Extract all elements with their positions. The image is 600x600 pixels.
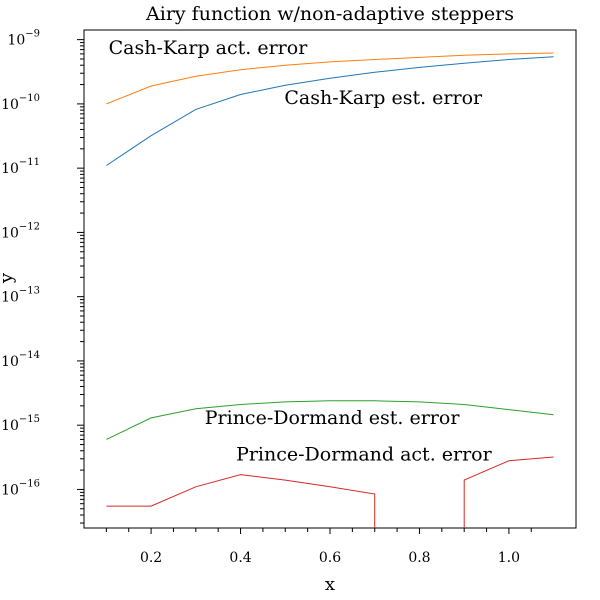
y-tick-label: 10−16 [1,478,40,498]
series-layer [106,52,554,528]
series-line-4-part-2 [463,456,554,528]
series-line-3 [106,400,554,440]
annotation-3: Prince-Dormand est. error [205,407,461,429]
annotation-layer: Cash-Karp act. error Cash-Karp est. error… [109,37,493,466]
y-tick-label: 10−10 [1,93,40,113]
annotation-4: Prince-Dormand act. error [236,444,493,466]
x-axis-label: x [325,574,335,595]
x-tick-label: 0.6 [319,550,341,566]
y-axis-label: y [0,272,17,284]
series-line-2 [106,52,554,105]
series-line-4-part-1 [106,474,376,528]
y-tick-label: 10−14 [1,350,40,370]
x-tick-label: 0.8 [408,550,430,566]
x-tick-label: 1.0 [498,550,520,566]
x-tick-label: 0.2 [140,550,162,566]
y-tick-label: 10−9 [7,29,40,49]
chart-title: Airy function w/non-adaptive steppers [145,3,514,25]
y-tick-label: 10−15 [1,414,40,434]
y-tick-label: 10−13 [1,286,40,306]
plot-area: Cash-Karp act. error Cash-Karp est. error… [83,29,577,529]
x-tick-label: 0.4 [229,550,251,566]
x-axis: 0.2 0.4 0.6 0.8 1.0 [105,528,532,566]
y-tick-label: 10−11 [1,157,40,177]
annotation-1: Cash-Karp act. error [109,37,309,59]
series-line-1 [106,56,554,166]
annotation-2: Cash-Karp est. error [284,87,483,109]
y-tick-label: 10−12 [1,221,40,241]
